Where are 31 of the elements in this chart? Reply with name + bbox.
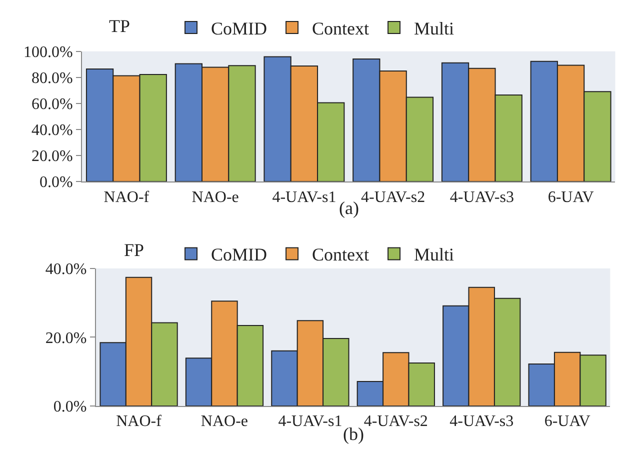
y-tick-label: 60.0% <box>32 96 73 114</box>
x-tick-label: NAO-f <box>116 413 162 430</box>
legend-label: CoMID <box>211 244 268 265</box>
legend-label: Multi <box>414 244 454 265</box>
x-tick-label: 6-UAV <box>544 413 591 430</box>
x-tick-label: 6-UAV <box>548 188 594 206</box>
y-tick-label: 40.0% <box>45 261 87 278</box>
y-tick-label: 80.0% <box>32 70 73 87</box>
legend-label: Context <box>312 18 370 39</box>
legend-label: Context <box>312 244 370 265</box>
x-axis-title: (a) <box>339 198 359 218</box>
x-tick-label: NAO-e <box>192 188 239 206</box>
y-tick-label: 20.0% <box>32 148 73 166</box>
y-tick-label: 40.0% <box>32 122 73 140</box>
y-axis-title: TP <box>109 16 130 36</box>
x-tick-label: NAO-e <box>200 413 248 430</box>
y-tick-label: 0.0% <box>40 174 73 192</box>
legend-label: CoMID <box>211 18 268 39</box>
x-tick-label: 4-UAV-s3 <box>450 188 514 206</box>
y-axis-title: FP <box>124 240 144 260</box>
x-tick-label: 4-UAV-s2 <box>364 413 428 430</box>
x-tick-label: NAO-f <box>104 188 150 206</box>
x-axis-title: (b) <box>343 424 364 444</box>
x-tick-label: 4-UAV-s2 <box>361 188 426 206</box>
x-tick-label: 4-UAV-s1 <box>272 188 336 206</box>
legend-label: Multi <box>414 18 454 39</box>
x-tick-label: 4-UAV-s1 <box>278 413 342 430</box>
y-tick-label: 0.0% <box>53 398 87 416</box>
y-tick-label: 100.0% <box>24 44 73 61</box>
x-tick-label: 4-UAV-s3 <box>450 413 514 430</box>
y-tick-label: 20.0% <box>45 330 87 347</box>
